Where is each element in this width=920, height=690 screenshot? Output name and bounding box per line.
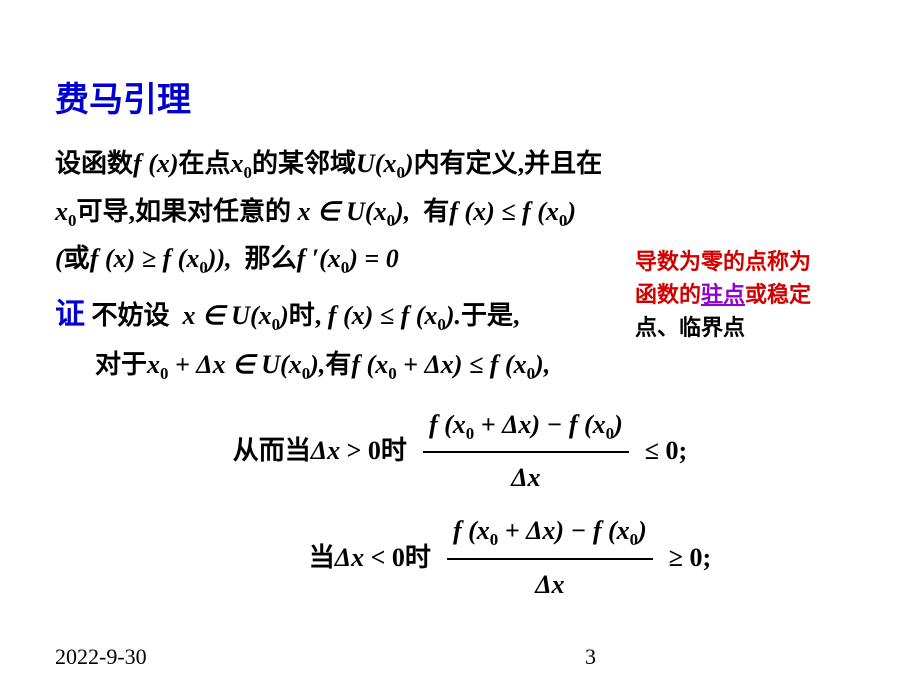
denominator: Δx <box>423 453 629 502</box>
text: 内有定义,并且在 <box>414 149 603 178</box>
math-x0: x <box>231 149 244 178</box>
math-x0: x <box>424 301 437 330</box>
math-U: U <box>356 149 375 178</box>
text: 或 <box>64 244 90 273</box>
text: 于是, <box>461 301 520 330</box>
math-x0: x <box>546 197 559 226</box>
math-fx: f <box>328 301 343 330</box>
delta-x: Δx <box>196 350 225 379</box>
text: 可导,如果对任意的 <box>76 197 291 226</box>
proof-eq-2: 当Δx < 0时 f (x0 + Δx) − f (x0) Δx ≥ 0; <box>55 508 865 608</box>
slide-title: 费马引理 <box>55 70 865 131</box>
sub-0: 0 <box>527 364 535 383</box>
plus: + <box>175 350 190 379</box>
math-U: U <box>261 350 280 379</box>
math-x0: x <box>186 244 199 273</box>
plus: + <box>403 350 418 379</box>
math-U: U <box>231 301 250 330</box>
math-fprime: f <box>297 244 312 273</box>
sub-0: 0 <box>388 364 396 383</box>
math-fx: f <box>449 197 464 226</box>
math-fx: f <box>133 149 148 178</box>
sub-0: 0 <box>387 211 395 230</box>
math-x0: x <box>55 197 68 226</box>
sub-0: 0 <box>272 315 280 334</box>
prime: ′ <box>312 244 319 273</box>
text: 设函数 <box>55 149 133 178</box>
text: 时, <box>289 301 322 330</box>
text: 有 <box>325 350 351 379</box>
math-x: x <box>352 301 365 330</box>
sub-0: 0 <box>244 163 252 182</box>
math-U: U <box>346 197 365 226</box>
le-symbol: ≤ <box>501 197 515 226</box>
math-x: x <box>183 301 196 330</box>
math-f: f <box>351 350 366 379</box>
proof-label: 证 <box>55 298 85 331</box>
in-symbol: ∈ <box>202 301 225 330</box>
math-fx0: f <box>401 301 416 330</box>
math-x: x <box>297 197 310 226</box>
text: 有 <box>423 197 449 226</box>
sidenote-line-2: 函数的驻点或稳定 <box>635 278 885 311</box>
sub-0: 0 <box>559 211 567 230</box>
le-zero: ≤ 0; <box>645 428 687 475</box>
sub-0: 0 <box>302 364 310 383</box>
math-fx0: f <box>162 244 177 273</box>
delta-x: Δx <box>424 350 453 379</box>
ge-zero: ≥ 0; <box>669 535 711 582</box>
math-fx: f <box>90 244 105 273</box>
text: 当Δx < 0时 <box>309 535 431 582</box>
footer-date: 2022-9-30 <box>55 644 147 670</box>
math-fx0: f <box>490 350 505 379</box>
fraction: f (x0 + Δx) − f (x0) Δx <box>423 402 629 502</box>
text: 从而当Δx > 0时 <box>233 428 407 475</box>
sub-0: 0 <box>160 364 168 383</box>
slide-footer: 2022-9-30 3 <box>55 644 865 670</box>
text: 的某邻域 <box>252 149 356 178</box>
le-symbol: ≤ <box>469 350 483 379</box>
numerator: f (x0 + Δx) − f (x0) <box>423 402 629 454</box>
footer-page-number: 3 <box>585 644 596 670</box>
denominator: Δx <box>447 560 653 609</box>
math-x0: x <box>259 301 272 330</box>
in-symbol: ∈ <box>317 197 340 226</box>
math-x: x <box>114 244 127 273</box>
eq-zero: = 0 <box>364 244 398 273</box>
math-x0: x <box>289 350 302 379</box>
math-x0: x <box>514 350 527 379</box>
math-x0: x <box>375 350 388 379</box>
math-x0: x <box>147 350 160 379</box>
sidenote-line-3: 点、临界点 <box>635 311 885 344</box>
proof-line-2: 对于x0 + Δx ∈ U(x0),有f (x0 + Δx) ≤ f (x0), <box>55 342 865 390</box>
math-fx0: f <box>522 197 537 226</box>
math-x0: x <box>374 197 387 226</box>
sub-0: 0 <box>199 259 207 278</box>
ge-symbol: ≥ <box>142 244 156 273</box>
math-x: x <box>157 149 170 178</box>
le-symbol: ≤ <box>380 301 394 330</box>
theorem-line-2: x0可导,如果对任意的 x ∈ U(x0), 有f (x) ≤ f (x0) <box>55 189 865 237</box>
theorem-line-1: 设函数f (x)在点x0的某邻域U(x0)内有定义,并且在 <box>55 141 865 189</box>
text: 那么 <box>245 244 297 273</box>
fraction: f (x0 + Δx) − f (x0) Δx <box>447 508 653 608</box>
text: 不妨设 <box>92 301 170 330</box>
underlined-term: 驻点 <box>701 282 745 307</box>
numerator: f (x0 + Δx) − f (x0) <box>447 508 653 560</box>
sub-0: 0 <box>396 163 404 182</box>
side-note: 导数为零的点称为 函数的驻点或稳定 点、临界点 <box>635 245 885 344</box>
proof-eq-1: 从而当Δx > 0时 f (x0 + Δx) − f (x0) Δx ≤ 0; <box>55 402 865 502</box>
comma: , <box>544 350 551 379</box>
sub-0: 0 <box>341 259 349 278</box>
text: 在点 <box>179 149 231 178</box>
math-x0: x <box>383 149 396 178</box>
sub-0: 0 <box>437 315 445 334</box>
math-x0: x <box>328 244 341 273</box>
math-x: x <box>473 197 486 226</box>
text: 对于 <box>95 350 147 379</box>
in-symbol: ∈ <box>232 350 255 379</box>
sidenote-line-1: 导数为零的点称为 <box>635 245 885 278</box>
